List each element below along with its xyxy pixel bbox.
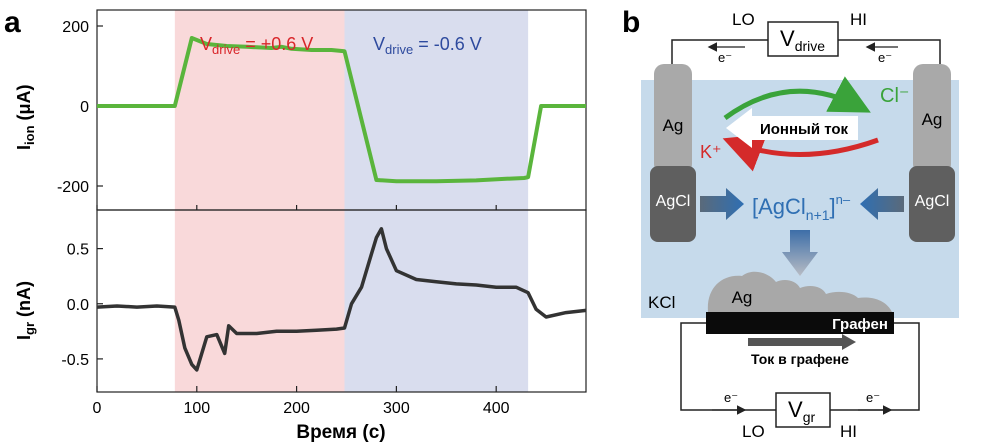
top-plot-ticks: 200 0 -200 [57, 19, 497, 210]
panel-a-plots: 200 0 -200 0.5 0.0 -0.5 0 100 200 300 400 Vdrive … [14, 9, 587, 443]
bottom-xtick-label: 0 [93, 400, 102, 417]
graphene-current-label: Ток в графене [751, 351, 849, 367]
series-line-ion-current [97, 36, 586, 184]
vgr-source-box [775, 392, 831, 428]
bottom-ytick-label: -0.5 [61, 352, 89, 369]
agcl-right-label: AgCl [915, 193, 950, 210]
top-ytick-label: 200 [62, 19, 89, 36]
bottom-xtick-label: 400 [483, 400, 510, 417]
bottom-plot-ticks: 0.5 0.0 -0.5 0 100 200 300 400 [61, 242, 509, 417]
potassium-flow-arrow [722, 134, 879, 172]
electron-bottom-left: e⁻ [724, 390, 738, 405]
top-ytick-label: -200 [57, 179, 89, 196]
hi-bottom-label: HI [840, 422, 857, 441]
complex-arrow-left [700, 188, 744, 220]
deposition-arrow [782, 230, 818, 276]
top-ytick-label: 0 [80, 99, 89, 116]
bottom-plot-frame [96, 209, 587, 393]
vdrive-source-box [767, 21, 839, 57]
ag-deposit [707, 271, 892, 312]
chloride-flow-arrow [723, 76, 871, 121]
vgr-label: Vgr [788, 397, 815, 425]
x-axis-label: Время (с) [296, 422, 385, 443]
bottom-xtick-label: 100 [183, 400, 210, 417]
shade-negative-drive [344, 10, 529, 392]
agcl-electrode-right [909, 166, 955, 242]
lo-top-label: LO [732, 10, 755, 29]
potassium-label: K⁺ [700, 142, 722, 162]
y-axis-label-graphene: Igr (nA) [14, 281, 37, 340]
bottom-ytick-label: 0.5 [67, 242, 89, 259]
silver-chloride-complex: [AgCln+1]n– [752, 192, 851, 223]
chloride-label: Cl⁻ [880, 85, 909, 107]
complex-arrow-right [860, 188, 904, 220]
bottom-xtick-label: 300 [383, 400, 410, 417]
bottom-ytick-label: 0.0 [67, 297, 89, 314]
ionic-current-arrow [726, 108, 858, 148]
graphene-label: Графен [832, 316, 888, 333]
shade-positive-drive [174, 10, 345, 392]
ag-electrode-left [654, 64, 692, 174]
ag-deposit-label: Ag [732, 288, 753, 307]
ag-right-label: Ag [922, 110, 943, 129]
series-line-graphene-current [96, 227, 587, 372]
kcl-label: KCl [648, 293, 675, 312]
top-wire-left [671, 39, 768, 72]
drive-positive-label: Vdrive = +0.6 V [200, 34, 313, 57]
bottom-xtick-label: 200 [283, 400, 310, 417]
electron-top-left: e⁻ [718, 50, 732, 65]
electron-bottom-right: e⁻ [866, 390, 880, 405]
graphene-sheet [706, 312, 894, 334]
y-axis-label-ion: Iion (μA) [14, 84, 37, 150]
electron-top-right: e⁻ [878, 50, 892, 65]
panel-a-letter: a [4, 6, 21, 39]
agcl-electrode-left [650, 166, 696, 242]
ag-left-label: Ag [663, 116, 684, 135]
hi-top-label: HI [850, 10, 867, 29]
agcl-left-label: AgCl [656, 193, 691, 210]
top-wire-right [838, 39, 941, 72]
ag-electrode-right [913, 64, 951, 174]
ionic-current-label: Ионный ток [760, 121, 849, 138]
lo-bottom-label: LO [742, 422, 765, 441]
drive-negative-label: Vdrive = -0.6 V [373, 34, 482, 57]
graphene-current-arrow [748, 334, 856, 350]
panel-b-letter: b [622, 6, 640, 39]
vdrive-label: Vdrive [780, 26, 825, 54]
